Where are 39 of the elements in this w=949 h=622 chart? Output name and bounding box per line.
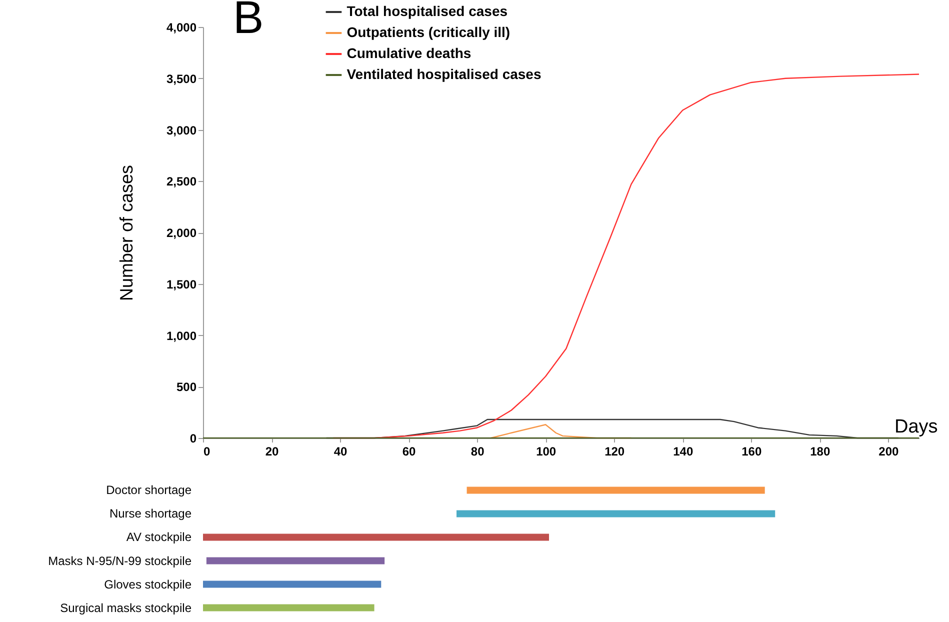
bar (203, 604, 374, 612)
y-tick-label: 1,500 (166, 277, 197, 292)
bar (203, 580, 382, 588)
legend-label: Outpatients (critically ill) (346, 24, 510, 40)
x-tick-label: 0 (204, 444, 210, 458)
y-tick-label: 500 (176, 380, 197, 394)
y-axis-title: Number of cases (116, 164, 136, 302)
x-tick-label: 80 (470, 444, 485, 458)
x-tick-label: 100 (536, 444, 556, 458)
x-tick-label: 140 (673, 444, 694, 458)
y-tick-label: 4,000 (166, 20, 197, 34)
legend-label: Cumulative deaths (346, 45, 472, 61)
y-tick-label: 0 (190, 432, 197, 446)
y-tick-label: Gloves stockpile (104, 577, 192, 592)
bar (466, 486, 765, 494)
x-axis-title: Days (894, 416, 938, 438)
x-tick-label: 200 (878, 444, 899, 458)
x-tick-label: 20 (265, 444, 280, 458)
bar (456, 510, 776, 518)
bar (203, 534, 550, 541)
y-tick-label: Surgical masks stockpile (60, 600, 192, 615)
x-tick-label: 120 (604, 444, 625, 458)
bar (206, 557, 385, 564)
legend-label: Total hospitalised cases (346, 3, 508, 19)
y-tick-label: Masks N-95/N-99 stockpile (48, 554, 192, 568)
y-tick-label: Doctor shortage (106, 483, 192, 498)
y-tick-label: 2,000 (166, 226, 197, 240)
y-tick-label: 3,500 (166, 72, 197, 86)
x-tick-label: 180 (810, 444, 830, 458)
x-tick-label: 60 (402, 444, 416, 458)
y-tick-label: 2,500 (166, 174, 197, 189)
y-tick-label: 1,000 (166, 328, 197, 343)
chart-title: B (233, 0, 264, 43)
x-tick-label: 40 (334, 444, 348, 458)
y-tick-label: AV stockpile (126, 530, 192, 544)
legend-label: Ventilated hospitalised cases (346, 66, 542, 82)
x-tick-label: 160 (742, 444, 762, 458)
y-tick-label: Nurse shortage (109, 506, 192, 521)
y-tick-label: 3,000 (166, 123, 197, 138)
